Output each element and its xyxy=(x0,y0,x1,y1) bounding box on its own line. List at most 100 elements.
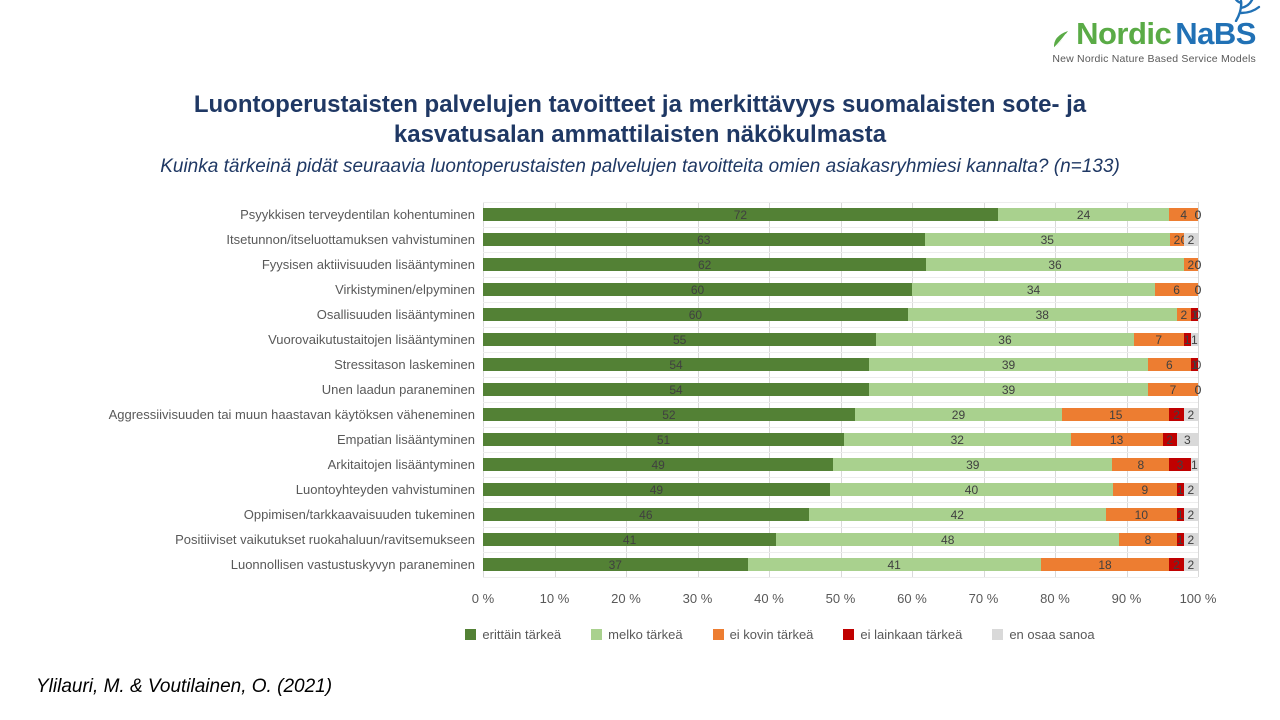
bar-segment: 1 xyxy=(1183,332,1191,347)
bar-value-label: 0 xyxy=(1194,282,1202,297)
bar-value-label: 42 xyxy=(950,507,964,522)
bar-value-label: 2 xyxy=(1173,557,1180,572)
bar-segment: 1 xyxy=(1190,457,1198,472)
legend-item: melko tärkeä xyxy=(591,627,683,642)
x-axis-tick: 50 % xyxy=(825,591,856,606)
gridline-horizontal xyxy=(483,402,1198,403)
bar-segment: 54 xyxy=(483,382,870,397)
bar-value-label: 54 xyxy=(669,382,683,397)
bar-value-label: 9 xyxy=(1141,482,1149,497)
bar-track: 6335202 xyxy=(483,233,1198,246)
bar-segment: 42 xyxy=(808,507,1106,522)
logo-text-nabs: NaBS xyxy=(1175,16,1256,51)
bar-value-label: 2 xyxy=(1187,407,1195,422)
bar-segment: 39 xyxy=(833,458,1113,471)
bar-value-label: 2 xyxy=(1180,307,1188,322)
bar-segment: 7 xyxy=(1133,333,1184,346)
bar-track: 51 32 13 2 3 xyxy=(483,433,1198,446)
chart-subtitle: Kuinka tärkeinä pidät seuraavia luontope… xyxy=(160,155,1120,177)
chart-row: Oppimisen/tarkkaavaisuuden tukeminen 46 42… xyxy=(30,502,1198,527)
bar-segment: 2 xyxy=(1183,508,1198,521)
bar-segment: 62 xyxy=(483,257,927,272)
bar-value-label: 36 xyxy=(998,332,1012,347)
bar-segment: 1 xyxy=(1190,332,1198,347)
bar-value-label: 41 xyxy=(887,557,901,572)
category-label: Unen laadun paraneminen xyxy=(321,382,475,397)
category-label: Stressitason laskeminen xyxy=(334,357,475,372)
chart-row: Aggressiivisuuden tai muun haastavan käy… xyxy=(30,402,1198,427)
bar-track: 62 36 2 0 0 xyxy=(483,257,1201,272)
bar-value-label: 36 xyxy=(1048,257,1062,272)
bar-value-label: 0 xyxy=(1194,382,1202,397)
category-label: Arkitaitojen lisääntyminen xyxy=(327,457,475,472)
gridline-horizontal xyxy=(483,352,1198,353)
bar-segment: 1 xyxy=(1176,483,1184,496)
bar-segment: 39 xyxy=(869,383,1148,396)
bar-segment: 63 xyxy=(483,233,925,246)
gridline-horizontal xyxy=(483,502,1198,503)
gridline-horizontal xyxy=(483,377,1198,378)
legend-label: en osaa sanoa xyxy=(1009,627,1095,642)
bar-value-label: 6 xyxy=(1173,282,1180,297)
legend-swatch xyxy=(843,629,855,640)
legend-item: ei kovin tärkeä xyxy=(712,627,813,642)
bar-value-label: 1 xyxy=(1191,307,1198,322)
bar-segment: 29 xyxy=(854,408,1063,421)
bar-value-label: 46 xyxy=(639,507,653,522)
bar-value-label: 48 xyxy=(941,532,955,547)
chart-row: Unen laadun paraneminen 54 39 7 0 0 xyxy=(30,377,1202,402)
category-label: Virkistyminen/elpyminen xyxy=(335,282,475,297)
bar-value-label: 60 xyxy=(688,307,703,322)
bar-value-label: 1 xyxy=(1176,507,1184,522)
bar-value-label: 2 xyxy=(1187,532,1195,547)
bar-value-label: 2 xyxy=(1173,407,1180,422)
bar-value-label: 41 xyxy=(622,532,637,547)
bar-segment: 39 xyxy=(869,358,1148,371)
bar-value-label: 60 xyxy=(690,282,705,297)
chart-row: Osallisuuden lisääntyminen 60 38 2 1 0 xyxy=(30,302,1202,327)
category-label: Fyysisen aktiivisuuden lisääntyminen xyxy=(261,257,475,272)
bar-value-label: 62 xyxy=(697,257,712,272)
chart-row: Psyykkisen terveydentilan kohentuminen 72… xyxy=(30,202,1201,227)
bar-segment: 2 xyxy=(1183,558,1198,571)
chart-row: Luonnollisen vastustuskyvyn paraneminen 3… xyxy=(30,552,1198,577)
bar-value-label: 37 xyxy=(608,557,622,572)
category-label: Aggressiivisuuden tai muun haastavan käy… xyxy=(108,407,475,422)
bar-value-label: 13 xyxy=(1109,432,1124,447)
bar-value-label: 2 xyxy=(1166,432,1173,447)
bar-value-label: 2 xyxy=(1187,482,1195,497)
bar-value-label: 1 xyxy=(1191,332,1198,347)
title-line-1: Luontoperustaisten palvelujen tavoitteet… xyxy=(193,91,1087,118)
bar-segment: 51 xyxy=(483,433,845,446)
bar-segment: 1 xyxy=(1176,507,1184,522)
bar-segment: 36 xyxy=(926,257,1184,272)
gridline-horizontal xyxy=(483,527,1198,528)
bar-value-label: 63 xyxy=(697,232,711,247)
bar-value-label: 1 xyxy=(1183,332,1191,347)
bar-value-label: 4 xyxy=(1180,207,1188,222)
bar-segment: 2 xyxy=(1169,407,1184,422)
bar-segment: 38 xyxy=(907,307,1177,322)
bar-value-label: 55 xyxy=(672,332,687,347)
chart-rows: Psyykkisen terveydentilan kohentuminen 72… xyxy=(30,202,1202,577)
bar-segment: 49 xyxy=(483,483,830,496)
logo-tagline: New Nordic Nature Based Service Models xyxy=(1052,53,1256,65)
x-axis-tick: 0 % xyxy=(471,591,495,606)
gridline-horizontal xyxy=(483,327,1198,328)
bar-value-label: 1 xyxy=(1191,457,1198,472)
chart-row: Luontoyhteyden vahvistuminen 49 40 9 1 2 xyxy=(30,477,1198,502)
bar-value-label: 0 xyxy=(1194,382,1202,397)
bar-value-label: 38 xyxy=(1035,307,1049,322)
x-axis-tick: 30 % xyxy=(682,591,713,606)
bar-value-label: 34 xyxy=(1026,282,1041,297)
bar-value-label: 52 xyxy=(662,407,676,422)
x-axis-tick: 20 % xyxy=(611,591,641,606)
bar-value-label: 40 xyxy=(964,482,979,497)
bar-value-label: 3 xyxy=(1176,457,1184,472)
bar-segment: 40 xyxy=(829,482,1114,497)
bar-value-label: 15 xyxy=(1109,407,1123,422)
bar-value-label: 0 xyxy=(1194,207,1202,222)
chart-row: Fyysisen aktiivisuuden lisääntyminen 62 36… xyxy=(30,252,1201,277)
bar-value-label: 2 xyxy=(1187,257,1195,272)
